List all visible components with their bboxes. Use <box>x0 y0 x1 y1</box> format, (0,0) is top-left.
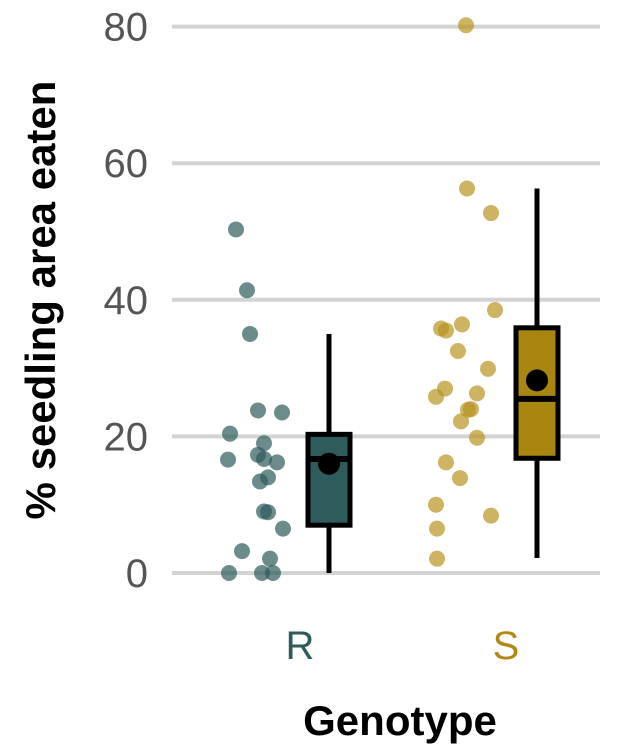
data-point <box>239 282 255 299</box>
y-axis-title: % seedling area eaten <box>17 81 64 520</box>
data-point <box>429 550 445 567</box>
data-point <box>480 360 496 377</box>
data-point <box>453 413 469 430</box>
data-point <box>458 17 474 34</box>
y-tick-label: 60 <box>104 142 149 186</box>
data-point <box>428 496 444 513</box>
data-point <box>274 404 290 421</box>
data-point <box>256 450 272 467</box>
data-point <box>242 325 258 342</box>
data-point <box>254 565 270 581</box>
data-point <box>460 401 476 418</box>
mean-point <box>526 369 548 392</box>
data-point <box>452 470 468 487</box>
y-axis-ticks: 0 20 40 60 80 <box>104 6 149 596</box>
data-point <box>252 473 268 490</box>
data-point <box>469 385 485 402</box>
data-point <box>269 454 285 471</box>
jitter-points <box>220 17 503 581</box>
data-point <box>428 388 444 405</box>
y-tick-label: 0 <box>126 552 148 596</box>
data-point <box>469 429 485 446</box>
data-point <box>438 454 454 471</box>
y-tick-label: 20 <box>104 415 149 459</box>
x-category-label: S <box>493 624 520 668</box>
box <box>305 431 353 528</box>
data-point <box>250 402 266 419</box>
boxplots <box>305 188 561 573</box>
data-point <box>483 205 499 222</box>
data-point <box>429 520 445 537</box>
y-tick-label: 40 <box>104 279 149 323</box>
data-point <box>265 565 281 581</box>
data-point <box>275 520 291 537</box>
data-point <box>228 221 244 238</box>
x-category-label: R <box>286 624 315 668</box>
data-point <box>483 507 499 524</box>
data-point <box>220 451 236 468</box>
data-point <box>487 302 503 319</box>
data-point <box>260 504 276 521</box>
data-point <box>454 316 470 333</box>
data-point <box>450 343 466 360</box>
data-point <box>459 180 475 197</box>
data-point <box>438 322 454 339</box>
data-point <box>221 565 237 581</box>
data-point <box>222 425 238 442</box>
x-axis-title: Genotype <box>303 697 497 744</box>
data-point <box>262 550 278 567</box>
data-point <box>234 543 250 560</box>
box <box>513 325 561 461</box>
y-tick-label: 80 <box>104 6 149 50</box>
mean-point <box>318 452 340 475</box>
